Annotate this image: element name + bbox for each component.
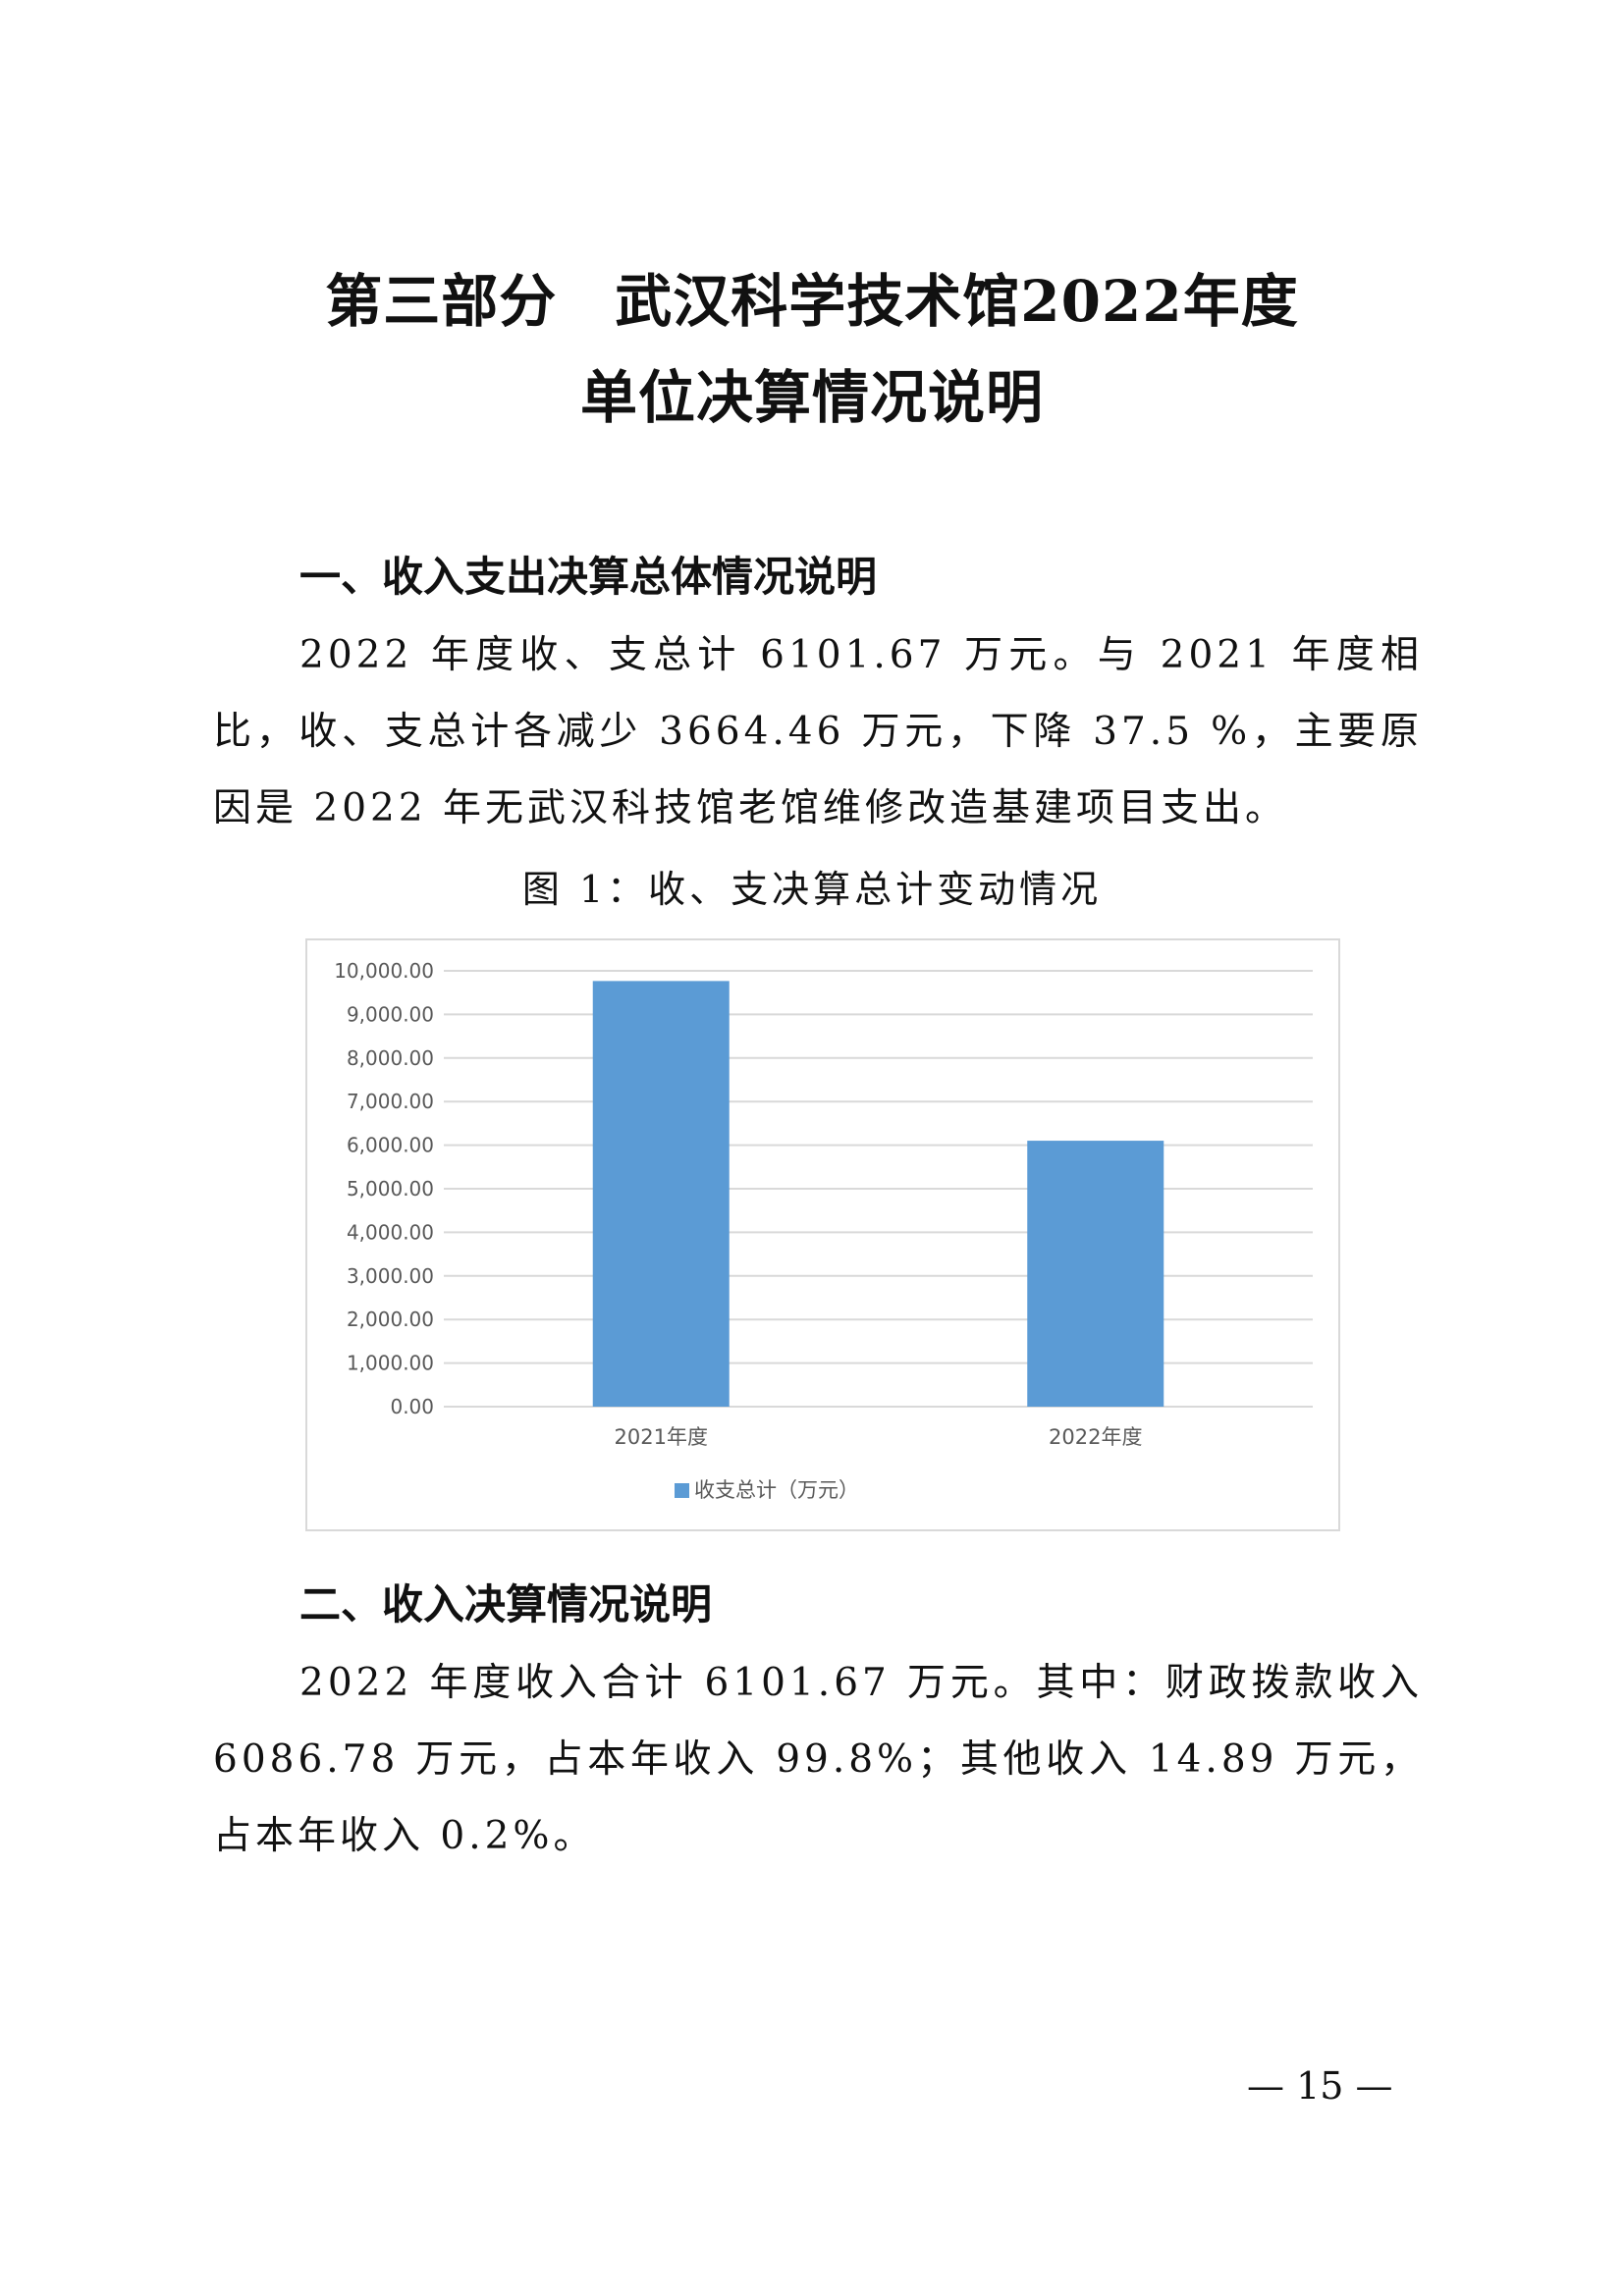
y-tick-label: 10,000.00 <box>334 959 434 983</box>
y-tick-label: 9,000.00 <box>347 1002 434 1026</box>
section1-heading: 一、收入支出决算总体情况说明 <box>299 553 878 601</box>
x-tick-label: 2022年度 <box>1049 1425 1142 1449</box>
y-tick-label: 8,000.00 <box>347 1046 434 1070</box>
y-tick-label: 3,000.00 <box>347 1264 434 1288</box>
section1-paragraph: 2022 年度收、支总计 6101.67 万元。与 2021 年度相比，收、支总… <box>213 633 1423 830</box>
bar-chart: 0.00 1,000.00 2,000.00 3,000.00 4,000.00 5,00… <box>305 938 1340 1531</box>
y-tick-label: 1,000.00 <box>347 1352 434 1375</box>
bar <box>1027 1141 1164 1407</box>
chart-svg: 0.00 1,000.00 2,000.00 3,000.00 4,000.00 5,00… <box>334 959 1313 1502</box>
legend-label: 收支总计（万元） <box>694 1478 859 1502</box>
figure-caption: 图 1：收、支决算总计变动情况 <box>521 868 1103 911</box>
y-tick-label: 5,000.00 <box>347 1177 434 1201</box>
x-tick-label: 2021年度 <box>615 1425 708 1449</box>
y-tick-label: 6,000.00 <box>347 1134 434 1157</box>
legend-swatch <box>675 1483 689 1498</box>
doc-title-line1: 第三部分 武汉科学技术馆2022年度 <box>325 268 1299 335</box>
section2-heading: 二、收入决算情况说明 <box>299 1580 713 1629</box>
y-tick-label: 4,000.00 <box>347 1220 434 1244</box>
doc-title-line2: 单位决算情况说明 <box>579 364 1044 431</box>
page-number: — 15 — <box>1247 2064 1393 2108</box>
y-tick-label: 7,000.00 <box>347 1090 434 1113</box>
y-tick-label: 2,000.00 <box>347 1308 434 1331</box>
section2-paragraph: 2022 年度收入合计 6101.67 万元。其中：财政拨款收入 6086.78… <box>213 1661 1423 1858</box>
bar <box>592 981 730 1407</box>
y-tick-label: 0.00 <box>390 1395 434 1418</box>
